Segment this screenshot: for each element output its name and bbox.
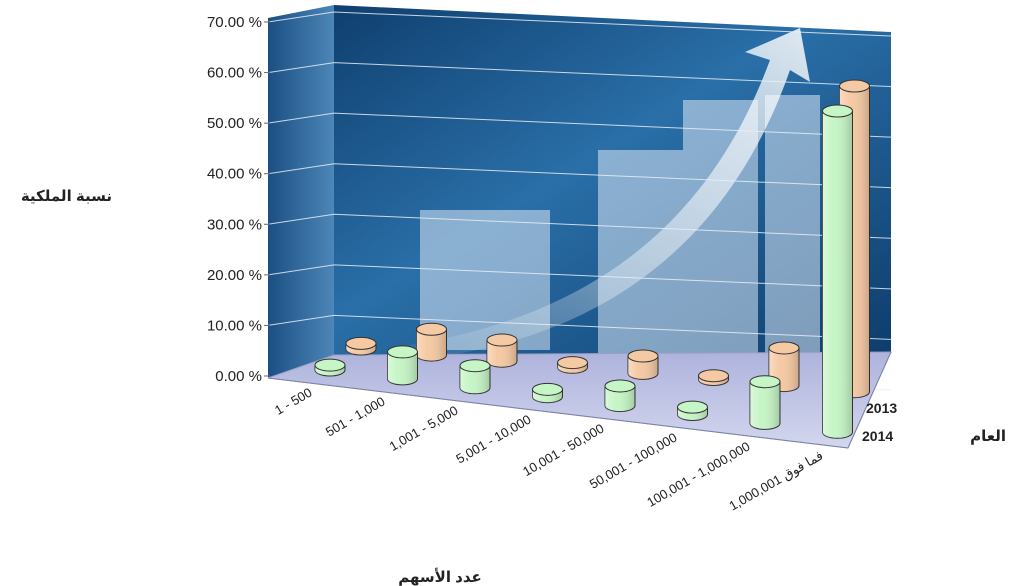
background-arrow [410,28,810,360]
y-tick-label: 30.00 % [207,216,262,233]
gridline [267,213,892,239]
chart-background-walls [268,5,891,378]
gridline [267,62,892,88]
y-axis-tick-labels: 0.00 % 10.00 % 20.00 % 30.00 % 40.00 % 50.00 … [207,14,270,385]
bar-2014-4 [532,382,563,404]
bar-shading [460,365,490,394]
bar-top [768,341,800,355]
gridline [267,314,892,340]
z-axis-line [847,351,892,449]
chart-floor [267,351,892,449]
x-category-label: 1,001 - 5,000 [387,403,461,454]
gridline [267,163,892,189]
bar-2013-2 [416,322,447,362]
x-category-label: 10,001 - 50,000 [520,421,606,480]
y-tick-label: 50.00 % [207,115,262,132]
bar-top [749,375,781,389]
x-category-label: 1 - 500 [272,385,315,418]
y-tick-label: 20.00 % [207,267,262,284]
bar-shading [487,340,517,368]
bar-2014-6 [677,400,708,421]
background-column [765,95,820,355]
bar-top [532,382,563,396]
gridline [267,11,892,37]
side-wall [268,5,334,378]
bar-top [486,333,518,347]
x-axis-title: عدد الأسهم [398,568,482,586]
bar-top [677,400,708,414]
bar-top [604,379,636,393]
bar-shading [750,381,780,430]
bar-top [839,79,870,93]
gridline [267,112,892,138]
x-axis-line [267,377,849,449]
bar-top [822,104,853,118]
y-tick-label: 10.00 % [207,317,262,334]
bar-top [314,358,346,372]
series-depth-labels: 2014 2013 [862,400,897,444]
bar-2014-1 [314,358,346,377]
y-axis-title: نسبة الملكية [21,188,112,205]
bar-shading [387,351,418,385]
x-category-label: 501 - 1,000 [323,394,387,440]
bar-2013-3 [486,333,518,368]
bar-2014-7 [749,375,781,430]
bar-shading [416,329,447,362]
bar-2014-5 [604,379,636,413]
y-tick-label: 40.00 % [207,166,262,183]
bar-series [314,79,870,439]
bar-top [557,356,588,370]
series-label-2014: 2014 [862,428,893,444]
bar-2013-6 [698,369,729,386]
bar-top [459,359,491,373]
x-category-label: 50,001 - 100,000 [587,430,680,492]
x-category-label: 5,001 - 10,000 [453,412,533,467]
bar-shading [822,110,853,439]
bar-2013-5 [627,349,659,380]
bar-2014-3 [459,359,491,395]
bar-top [416,322,447,336]
y-tick-label: 70.00 % [207,14,262,31]
bar-2014-2 [387,345,418,386]
bar-2013-4 [557,356,588,374]
bar-top [387,345,418,359]
bar-shading [605,385,635,412]
gridline [267,264,892,290]
y-tick-label: 0.00 % [215,368,262,385]
bar-shading [628,355,658,380]
bar-2014-8 [822,104,853,439]
y-tick-label: 60.00 % [207,65,262,82]
bar-top [345,336,377,350]
bar-top [698,369,729,383]
z-axis-title: العام [970,428,1006,445]
bar-2013-1 [345,336,377,356]
series-label-2013: 2013 [866,400,897,416]
bar-top [627,349,659,363]
